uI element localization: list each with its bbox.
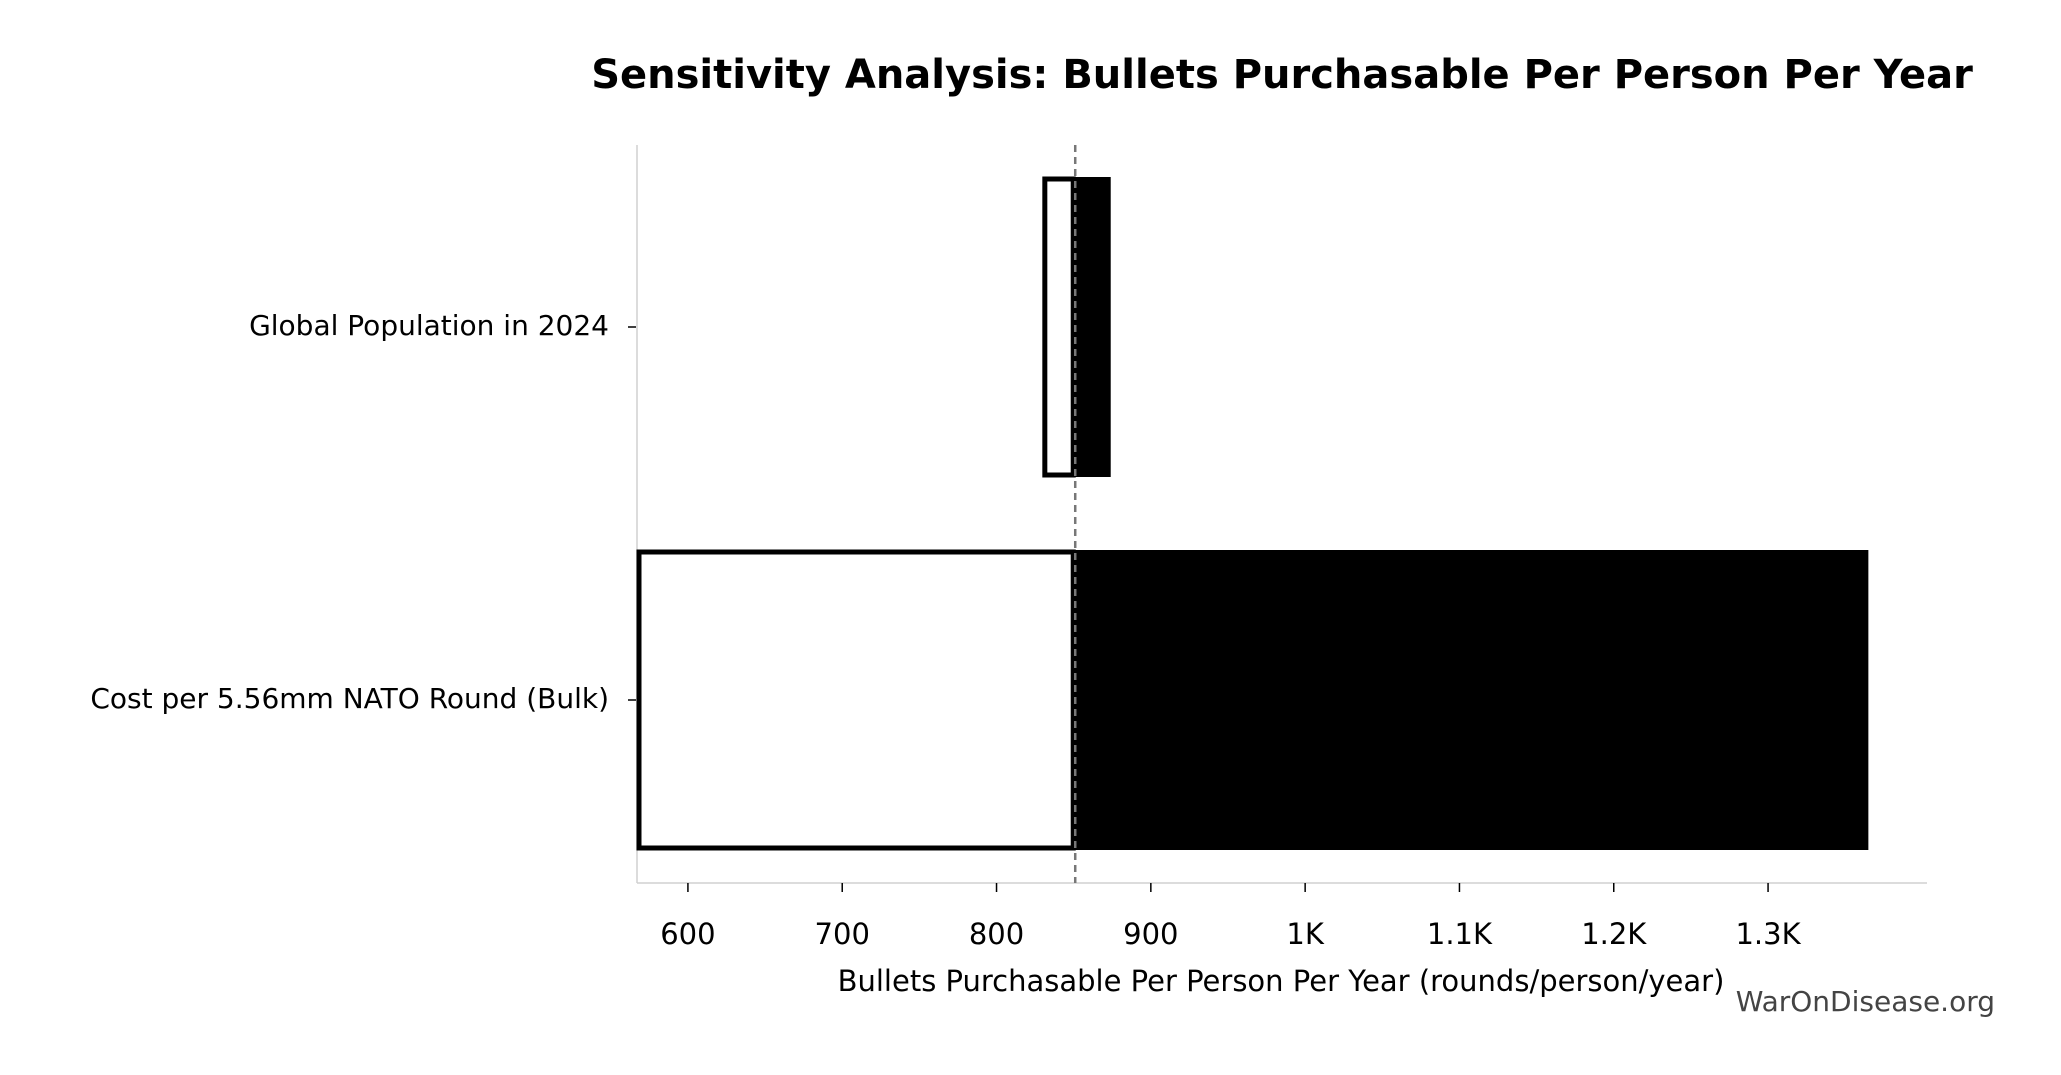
watermark: WarOnDisease.org <box>1736 985 1995 1018</box>
chart-title: Sensitivity Analysis: Bullets Purchasabl… <box>591 52 1973 98</box>
x-tick-label: 1.2K <box>1581 917 1647 951</box>
x-tick-label: 600 <box>660 917 715 951</box>
x-axis-label: Bullets Purchasable Per Person Per Year … <box>838 964 1725 998</box>
low-bar <box>636 549 1076 851</box>
x-tick-label: 1K <box>1286 917 1324 951</box>
high-bar <box>1075 550 1869 850</box>
x-tick-label: 800 <box>969 917 1024 951</box>
category-label: Cost per 5.56mm NATO Round (Bulk) <box>90 682 609 715</box>
high-bar <box>1075 177 1111 477</box>
category-label: Global Population in 2024 <box>249 309 609 342</box>
x-tick-label: 1.3K <box>1735 917 1801 951</box>
x-tick-label: 900 <box>1123 917 1178 951</box>
x-tick-label: 1.1K <box>1427 917 1493 951</box>
low-bar <box>1042 176 1076 478</box>
x-tick-label: 700 <box>815 917 870 951</box>
